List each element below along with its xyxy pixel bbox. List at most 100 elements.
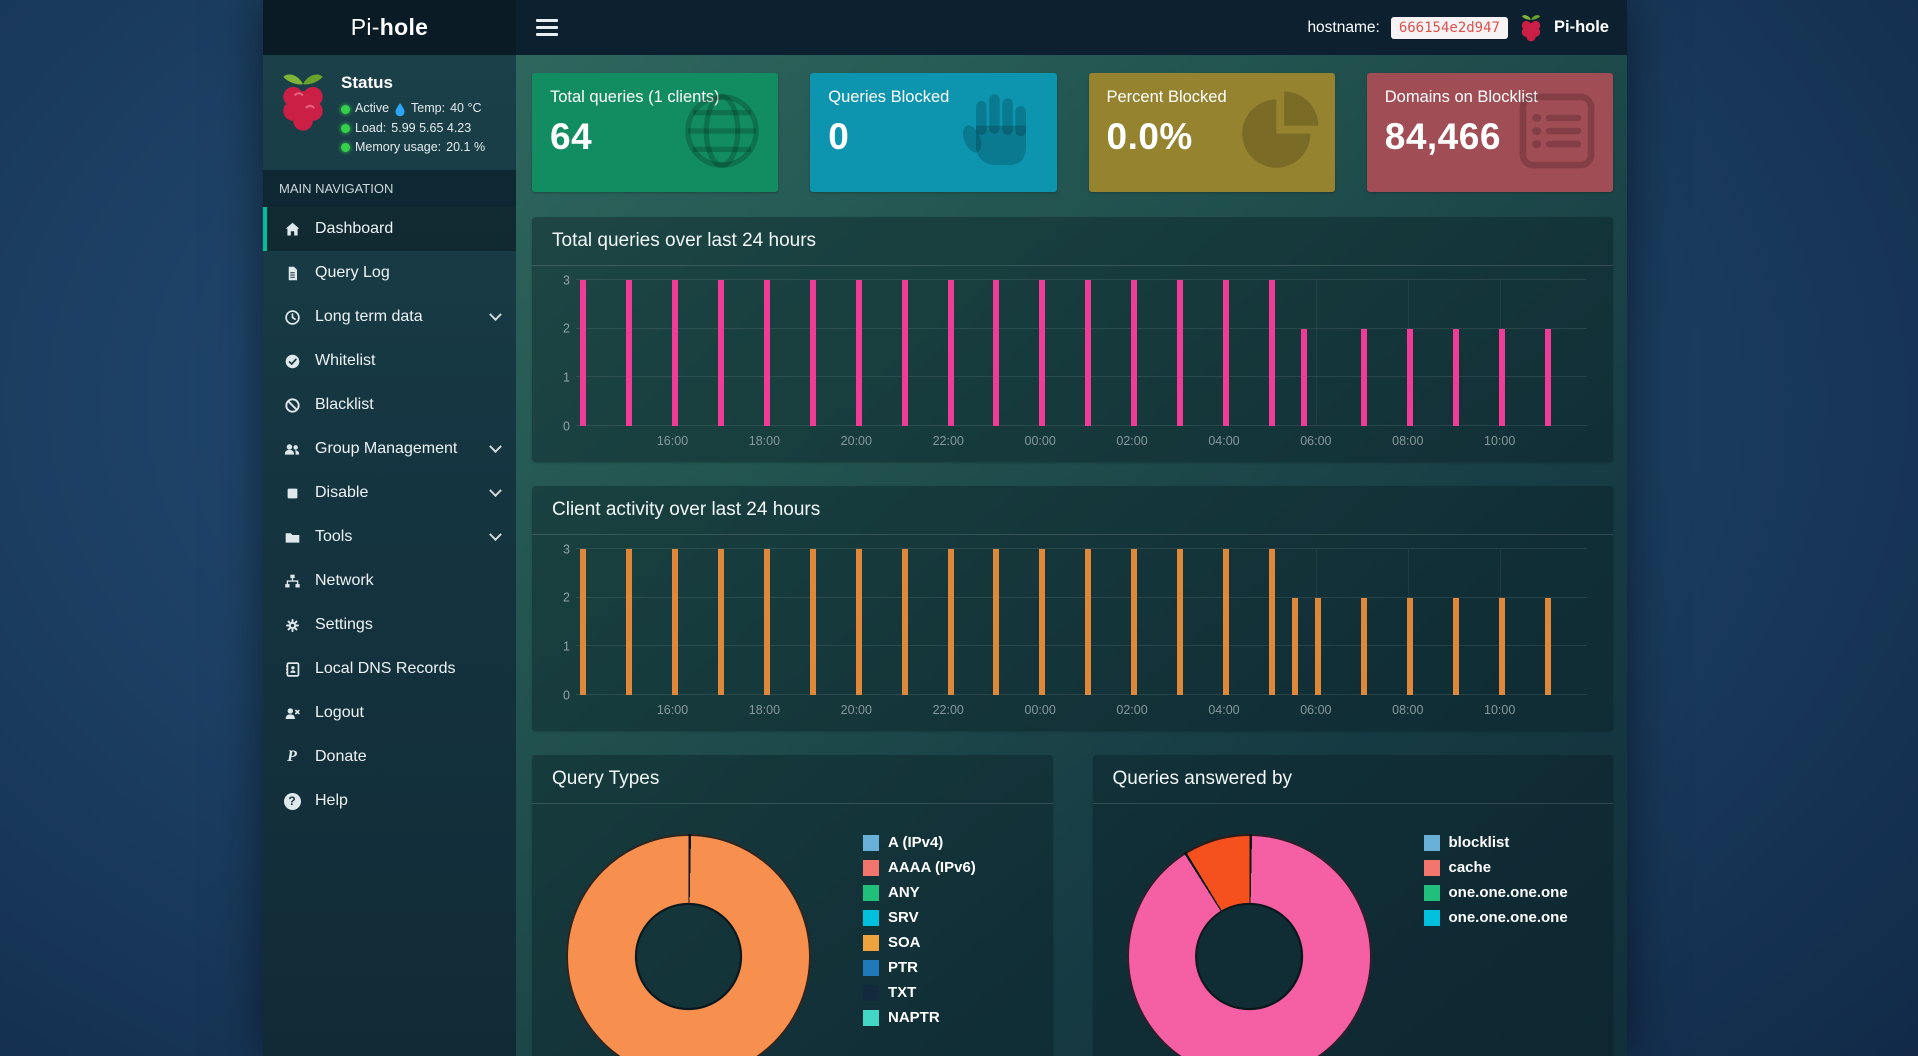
sidebar-item-network[interactable]: Network — [263, 559, 516, 603]
legend-item-one-one-one-one[interactable]: one.one.one.one — [1423, 909, 1568, 926]
chart-bar[interactable] — [855, 280, 862, 426]
chart-bar[interactable] — [1269, 549, 1276, 695]
chart-bar[interactable] — [1085, 549, 1092, 695]
chart-bar[interactable] — [1407, 328, 1414, 426]
check-circle-icon — [281, 353, 303, 370]
legend-item-soa[interactable]: SOA — [863, 934, 976, 951]
legend-item-txt[interactable]: TXT — [863, 984, 976, 1001]
legend-item-naptr[interactable]: NAPTR — [863, 1009, 976, 1026]
legend-item-blocklist[interactable]: blocklist — [1423, 834, 1568, 851]
legend-item-ptr[interactable]: PTR — [863, 959, 976, 976]
sidebar-toggle-icon[interactable] — [536, 19, 558, 36]
sidebar-item-label: Query Log — [315, 264, 390, 282]
temperature-icon — [395, 102, 405, 116]
summary-card-percent-blocked: Percent Blocked 0.0% — [1088, 73, 1335, 192]
sidebar-item-disable[interactable]: Disable — [263, 471, 516, 515]
chart-bar[interactable] — [1361, 597, 1368, 695]
y-axis-label: 3 — [563, 272, 570, 287]
status-memory-dot — [341, 143, 350, 153]
chart-bar[interactable] — [1039, 549, 1046, 695]
chart-bar[interactable] — [1223, 280, 1230, 426]
sidebar-item-query-log[interactable]: Query Log — [263, 251, 516, 295]
sidebar-item-blacklist[interactable]: Blacklist — [263, 383, 516, 427]
gears-icon — [281, 617, 303, 634]
sidebar-item-local-dns-records[interactable]: Local DNS Records — [263, 647, 516, 691]
chart-bar[interactable] — [625, 549, 632, 695]
chart-bar[interactable] — [1177, 549, 1184, 695]
chart-bar[interactable] — [1292, 597, 1299, 695]
chart-bar[interactable] — [993, 280, 1000, 426]
summary-card-total-queries-1-clients: Total queries (1 clients) 64 — [532, 73, 779, 192]
chart-bar[interactable] — [855, 549, 862, 695]
chart-bar[interactable] — [625, 280, 632, 426]
chart-bar[interactable] — [579, 549, 586, 695]
chart-bar[interactable] — [1453, 328, 1460, 426]
chart-bar[interactable] — [1177, 280, 1184, 426]
legend-item-one-one-one-one[interactable]: one.one.one.one — [1423, 884, 1568, 901]
query-types-donut[interactable] — [566, 834, 811, 1056]
total-queries-chart[interactable]: 0 1 2 3 16:00 18:00 20:00 22:00 00:00 02:00 04:00… — [546, 274, 1597, 452]
sidebar-item-help[interactable]: ? Help — [263, 779, 516, 823]
legend-swatch — [1423, 884, 1440, 901]
chart-bar[interactable] — [947, 280, 954, 426]
chart-bar[interactable] — [1131, 280, 1138, 426]
navbar: hostname: 666154e2d947 Pi-hole — [516, 0, 1627, 55]
navbar-brand-link[interactable]: Pi-hole — [1553, 18, 1609, 36]
sidebar-brand[interactable]: Pi-hole — [263, 0, 516, 55]
chart-bar[interactable] — [1407, 597, 1414, 695]
legend-label: A (IPv4) — [888, 834, 944, 851]
chart-bar[interactable] — [993, 549, 1000, 695]
queries-answered-by-donut[interactable] — [1126, 834, 1372, 1056]
chart-bar[interactable] — [809, 549, 816, 695]
x-axis-label: 02:00 — [1116, 703, 1148, 717]
chart-bar[interactable] — [1301, 328, 1308, 426]
chart-bar[interactable] — [763, 549, 770, 695]
chart-bar[interactable] — [763, 280, 770, 426]
sidebar-item-group-management[interactable]: Group Management — [263, 427, 516, 471]
sidebar-item-logout[interactable]: Logout — [263, 691, 516, 735]
chart-bar[interactable] — [947, 549, 954, 695]
sidebar-item-long-term-data[interactable]: Long term data — [263, 295, 516, 339]
status-temp-label: Temp: — [411, 101, 446, 116]
chart-bar[interactable] — [1498, 597, 1505, 695]
chart-bar[interactable] — [1039, 280, 1046, 426]
chart-bar[interactable] — [1498, 328, 1505, 426]
client-activity-chart[interactable]: 0 1 2 3 16:00 18:00 20:00 22:00 00:00 02:00 04:00… — [546, 543, 1597, 721]
x-axis-label: 10:00 — [1484, 434, 1516, 448]
gridline — [576, 376, 1587, 378]
chart-bar[interactable] — [1085, 280, 1092, 426]
chart-bar[interactable] — [1544, 328, 1551, 426]
ban-icon — [281, 397, 303, 414]
chart-bar[interactable] — [671, 549, 678, 695]
sidebar-item-settings[interactable]: Settings — [263, 603, 516, 647]
card-title: Queries Blocked — [828, 88, 950, 106]
chart-bar[interactable] — [901, 280, 908, 426]
legend-item-cache[interactable]: cache — [1423, 859, 1568, 876]
sidebar-item-donate[interactable]: P Donate — [263, 735, 516, 779]
x-axis-label: 00:00 — [1024, 434, 1056, 448]
chart-bar[interactable] — [901, 549, 908, 695]
legend-item-aaaa-ipv6[interactable]: AAAA (IPv6) — [863, 859, 976, 876]
legend-label: blocklist — [1448, 834, 1510, 851]
legend-item-a-ipv4[interactable]: A (IPv4) — [863, 834, 976, 851]
chart-bar[interactable] — [1361, 328, 1368, 426]
chart-bar[interactable] — [1315, 597, 1322, 695]
sidebar-item-dashboard[interactable]: Dashboard — [263, 207, 516, 252]
chart-bar[interactable] — [717, 280, 724, 426]
sidebar-item-tools[interactable]: Tools — [263, 515, 516, 559]
legend-item-srv[interactable]: SRV — [863, 909, 976, 926]
chart-bar[interactable] — [671, 280, 678, 426]
chart-bar[interactable] — [1223, 549, 1230, 695]
x-axis-label: 10:00 — [1484, 703, 1516, 717]
chart-bar[interactable] — [809, 280, 816, 426]
chart-bar[interactable] — [717, 549, 724, 695]
chart-bar[interactable] — [1453, 597, 1460, 695]
chart-bar[interactable] — [579, 280, 586, 426]
legend-item-any[interactable]: ANY — [863, 884, 976, 901]
sidebar-item-whitelist[interactable]: Whitelist — [263, 339, 516, 383]
chart-bar[interactable] — [1269, 280, 1276, 426]
status-active-dot — [341, 104, 350, 114]
chart-bar[interactable] — [1131, 549, 1138, 695]
y-axis-label: 1 — [563, 639, 570, 654]
chart-bar[interactable] — [1544, 597, 1551, 695]
